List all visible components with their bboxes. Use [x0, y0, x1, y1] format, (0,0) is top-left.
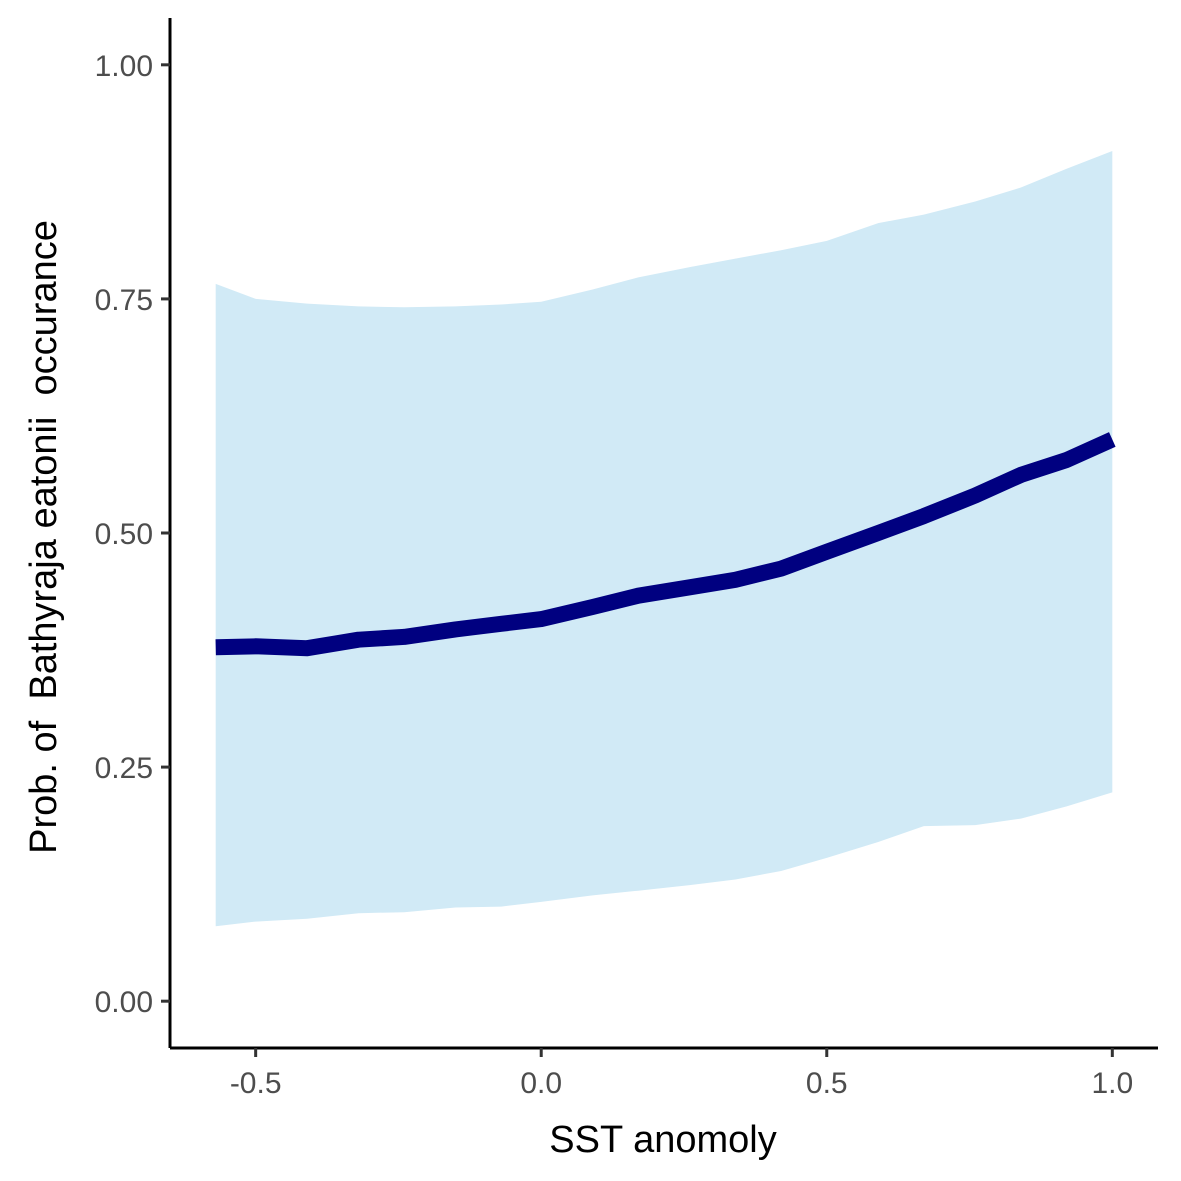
y-tick-label: 0.25: [95, 752, 153, 785]
plot-layer: [215, 151, 1116, 927]
x-tick-label: 0.5: [806, 1067, 848, 1100]
x-axis-title: SST anomoly: [549, 1119, 776, 1161]
y-tick-label: 0.00: [95, 986, 153, 1019]
y-axis-title: Prob. of Bathyraja eatonii occurance: [23, 220, 65, 854]
x-tick-label: 1.0: [1091, 1067, 1133, 1100]
x-tick-label: -0.5: [230, 1067, 282, 1100]
axes-layer: 0.00 0.25 0.50 0.75 1.00 -0.5 0.0 0.5 1.0: [95, 18, 1158, 1100]
y-tick-label: 0.75: [95, 284, 153, 317]
confidence-ribbon-0: [215, 151, 1113, 927]
y-tick-label: 0.50: [95, 518, 153, 551]
y-tick-label: 1.00: [95, 50, 153, 83]
fitted-line-0: [215, 432, 1116, 657]
x-tick-label: 0.0: [520, 1067, 562, 1100]
